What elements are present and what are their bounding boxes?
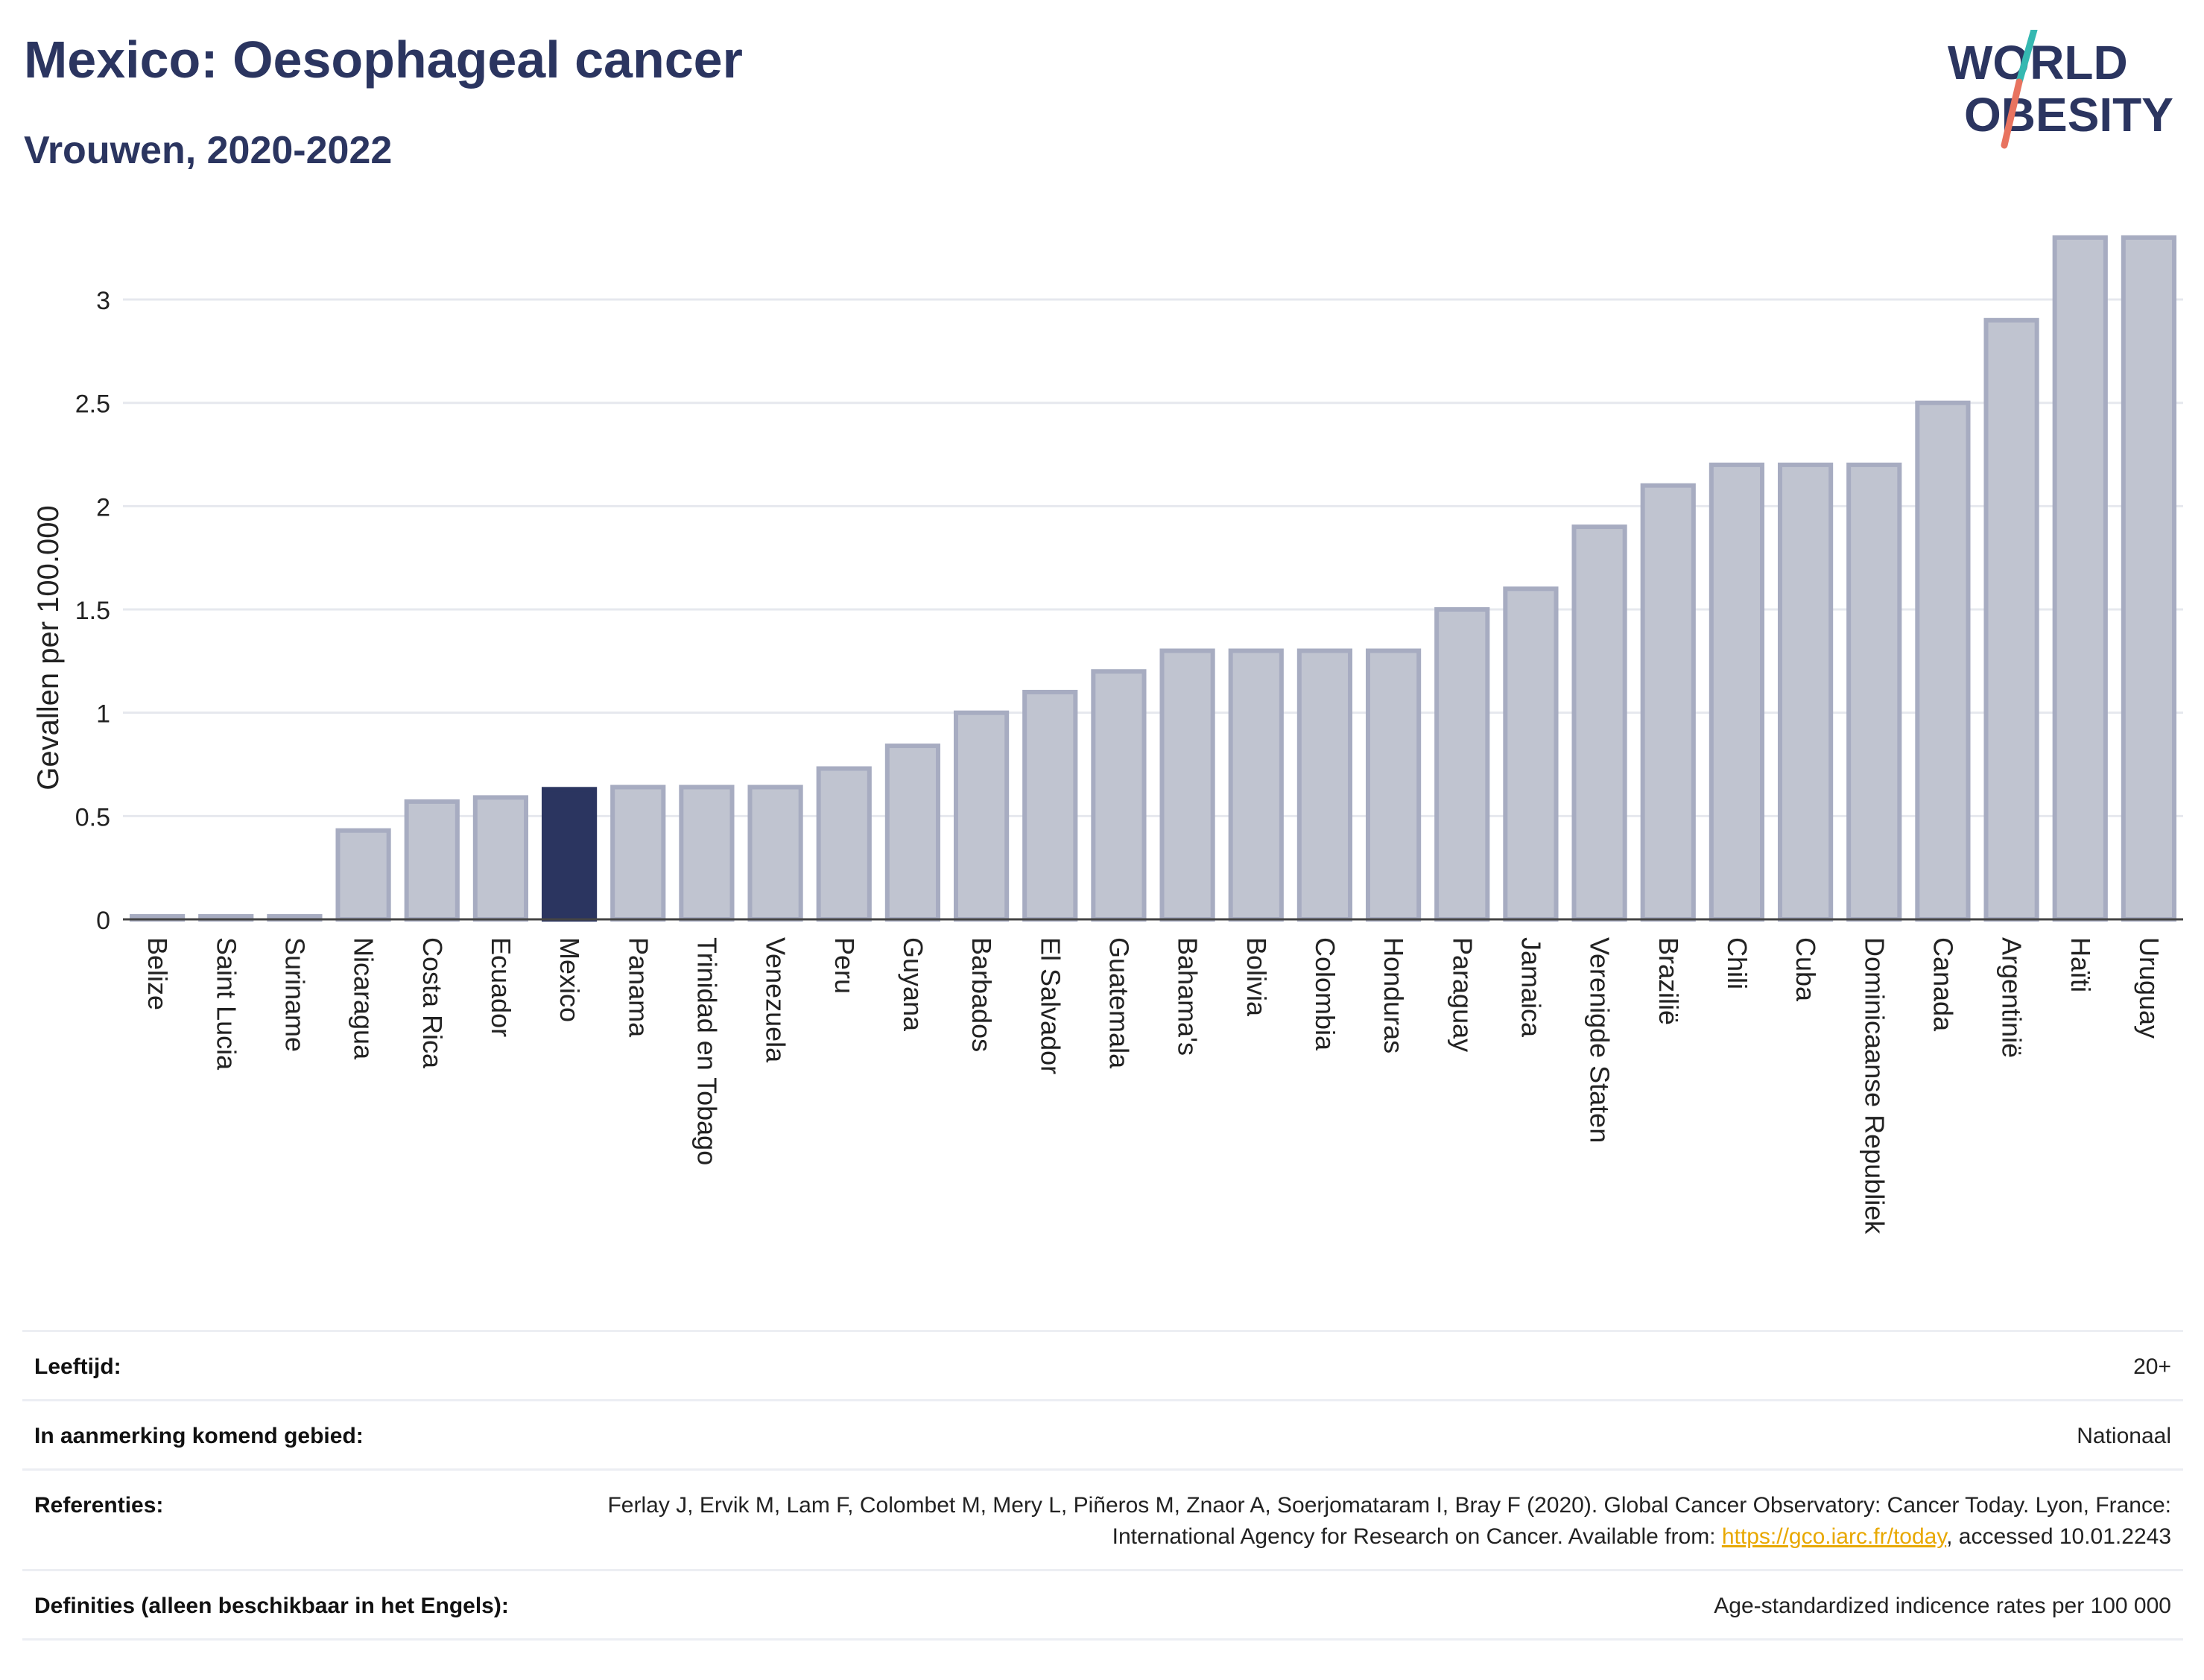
x-tick-label: Suriname <box>279 937 310 1052</box>
bar <box>679 784 735 922</box>
x-tick-label: Verenigde Staten <box>1585 937 1615 1143</box>
world-obesity-logo: WORLD OBESITY <box>1948 30 2173 149</box>
bar <box>816 766 872 922</box>
bar <box>2052 235 2108 922</box>
x-tick-label: Braziliё <box>1653 937 1684 1025</box>
x-tick-label: Uruguay <box>2134 937 2165 1039</box>
bar <box>953 710 1010 922</box>
bar <box>1228 648 1284 922</box>
bar <box>1365 648 1422 922</box>
meta-label-references: Referenties: <box>34 1493 164 1518</box>
bar <box>884 744 941 922</box>
bar <box>1159 648 1215 922</box>
meta-row-definitions: Definities (alleen beschikbaar in het En… <box>22 1569 2183 1641</box>
bar-chart: 0 0.5 1 1.5 2 2.5 3 Belize Saint Lucia Suriname N… <box>32 235 2183 1234</box>
y-tick-label: 3 <box>96 287 110 315</box>
bar <box>1709 462 1765 922</box>
x-tick-label: Saint Lucia <box>211 937 241 1071</box>
reference-link[interactable]: https://gco.iarc.fr/today <box>1721 1524 1947 1549</box>
bar <box>1640 483 1696 922</box>
bar <box>1983 317 2039 922</box>
y-axis-title: Gevallen per 100.000 <box>32 505 65 790</box>
x-tick-label: Bolivia <box>1241 937 1272 1017</box>
y-tick-label: 0 <box>96 907 110 935</box>
meta-label-definitions: Definities (alleen beschikbaar in het En… <box>34 1594 509 1618</box>
y-axis-ticks: 0 0.5 1 1.5 2 2.5 3 <box>75 287 110 935</box>
meta-value-area: Nationaal <box>2077 1424 2171 1448</box>
logo-text-bottom: OBESITY <box>1964 88 2173 142</box>
x-tick-label: Nicaragua <box>349 937 379 1060</box>
page-title: Mexico: Oesophageal cancer <box>24 31 743 89</box>
x-tick-label: Honduras <box>1378 937 1409 1053</box>
y-tick-label: 2 <box>96 493 110 522</box>
logo-slash-red <box>2001 78 2023 149</box>
logo-text-top: WORLD <box>1948 36 2128 89</box>
x-tick-label: Colombia <box>1310 937 1340 1051</box>
x-tick-label: Paraguay <box>1447 937 1478 1052</box>
x-tick-label: Venezuela <box>761 937 791 1063</box>
x-tick-label: Chili <box>1722 937 1752 989</box>
bars <box>129 235 2177 922</box>
x-tick-label: Ecuador <box>486 937 516 1037</box>
bar <box>1296 648 1353 922</box>
x-tick-label: Belize <box>142 937 173 1010</box>
x-tick-label: Haïti <box>2065 937 2096 992</box>
bar <box>472 795 529 922</box>
x-tick-label: Dominicaanse Republiek <box>1859 937 1890 1234</box>
bar <box>1846 462 1902 922</box>
x-tick-label: Argentiniё <box>1997 937 2027 1058</box>
meta-row-references: Referenties: Ferlay J, Ervik M, Lam F, C… <box>22 1468 2183 1569</box>
x-tick-label: Guatemala <box>1103 937 1134 1069</box>
bar <box>1022 689 1078 922</box>
x-tick-label: Cuba <box>1790 937 1821 1002</box>
reference-text: Ferlay J, Ervik M, Lam F, Colombet M, Me… <box>607 1493 2171 1549</box>
meta-label-area: In aanmerking komend gebied: <box>34 1424 364 1448</box>
meta-label-age: Leeftijd: <box>34 1354 121 1379</box>
bar <box>1777 462 1834 922</box>
y-tick-label: 1.5 <box>75 597 110 625</box>
bar <box>1503 586 1559 922</box>
bar <box>2121 235 2177 922</box>
x-tick-label: Barbados <box>966 937 997 1052</box>
x-tick-label: Canada <box>1928 937 1958 1032</box>
meta-row-age: Leeftijd: 20+ <box>22 1330 2183 1399</box>
x-axis-labels: Belize Saint Lucia Suriname Nicaragua Costa … <box>142 937 2165 1234</box>
bar <box>610 784 666 922</box>
bar <box>1434 607 1490 922</box>
x-tick-label: Bahama's <box>1173 937 1203 1056</box>
x-tick-label: Costa Rica <box>417 937 448 1069</box>
x-tick-label: Mexico <box>554 937 585 1022</box>
page-subtitle: Vrouwen, 2020-2022 <box>24 129 393 172</box>
bar <box>335 828 391 922</box>
bar <box>1091 669 1147 922</box>
meta-row-area: In aanmerking komend gebied: Nationaal <box>22 1399 2183 1468</box>
bar <box>747 784 803 922</box>
x-tick-label: Guyana <box>898 937 928 1032</box>
y-tick-label: 2.5 <box>75 390 110 419</box>
reference-accessed: , accessed 10.01.2243 <box>1946 1524 2171 1549</box>
x-tick-label: El Salvador <box>1035 937 1065 1074</box>
y-tick-label: 1 <box>96 700 110 729</box>
grid-lines <box>123 298 2183 817</box>
x-tick-label: Peru <box>829 937 860 994</box>
logo-slash-teal <box>2015 30 2038 86</box>
bar <box>1571 524 1627 922</box>
x-tick-label: Panama <box>623 937 653 1038</box>
bar <box>1915 400 1971 922</box>
meta-value-age: 20+ <box>2133 1354 2171 1379</box>
meta-value-references: Ferlay J, Ervik M, Lam F, Colombet M, Me… <box>532 1490 2171 1553</box>
metadata-table: Leeftijd: 20+ In aanmerking komend gebie… <box>22 1330 2183 1641</box>
x-tick-label: Jamaica <box>1516 937 1546 1038</box>
meta-value-definitions: Age-standardized indicence rates per 100… <box>1714 1594 2171 1618</box>
y-tick-label: 0.5 <box>75 803 110 831</box>
bar <box>404 799 460 922</box>
bar-highlight <box>541 787 598 922</box>
x-tick-label: Trinidad en Tobago <box>691 937 722 1165</box>
